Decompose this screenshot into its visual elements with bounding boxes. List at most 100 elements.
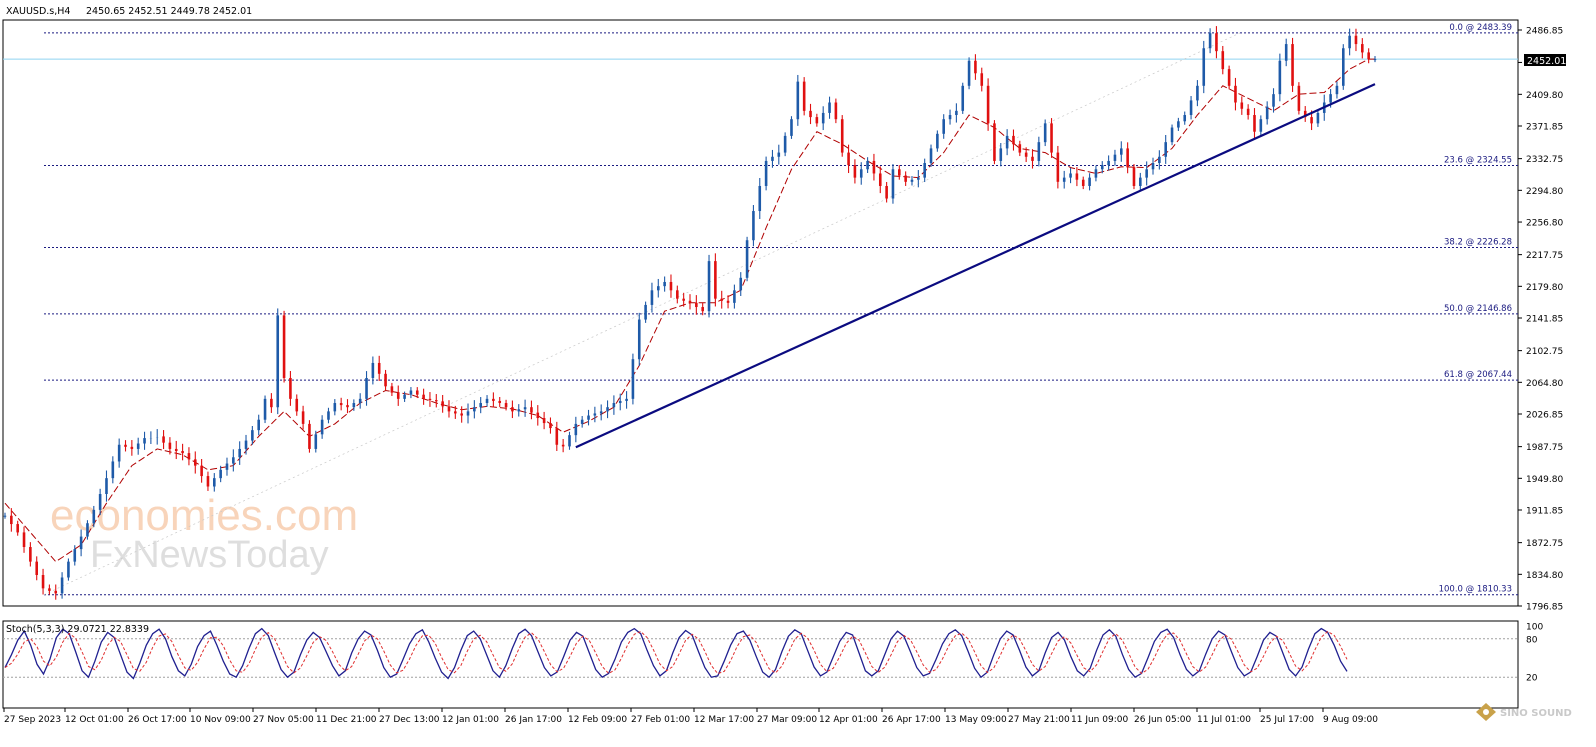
- time-tick-label: 26 Jan 17:00: [505, 715, 562, 725]
- fib-level-label: 0.0 @ 2483.39: [1449, 23, 1512, 33]
- price-tick-label: 2371.85: [1526, 123, 1563, 133]
- price-tick: 2486.85: [1518, 27, 1563, 37]
- price-tick-label: 2486.85: [1526, 27, 1563, 37]
- price-tick: 2102.75: [1518, 347, 1563, 357]
- time-tick: 10 Nov 09:00: [189, 708, 251, 725]
- watermark-economies: economies.com: [50, 491, 358, 540]
- time-tick: 26 Apr 17:00: [881, 708, 941, 725]
- time-axis: 27 Sep 2023 12 Oct 01:00 26 Oct 17:00 10 No…: [3, 708, 1378, 725]
- moving-average-layer: [4, 58, 1375, 563]
- time-tick-label: 11 Jul 01:00: [1197, 715, 1251, 725]
- sino-sound-logo: SINO SOUND: [1476, 703, 1572, 721]
- time-tick: 12 Feb 09:00: [567, 708, 627, 725]
- time-tick: 12 Mar 17:00: [693, 708, 754, 725]
- time-tick-label: 25 Jul 17:00: [1260, 715, 1314, 725]
- fib-level-label: 50.0 @ 2146.86: [1444, 304, 1512, 314]
- price-tick-label: 1796.85: [1526, 603, 1563, 613]
- price-tick-label: 2256.80: [1526, 219, 1563, 229]
- price-tick-label: 1911.85: [1526, 507, 1563, 517]
- time-tick-label: 27 Feb 01:00: [631, 715, 690, 725]
- price-tick: 1834.80: [1518, 571, 1563, 581]
- stochastic-tick-label: 80: [1526, 635, 1538, 645]
- fib-level-label: 23.6 @ 2324.55: [1444, 155, 1512, 165]
- time-tick: 12 Apr 01:00: [818, 708, 878, 725]
- time-tick: 27 Feb 01:00: [630, 708, 690, 725]
- price-tick-label: 2217.75: [1526, 251, 1563, 261]
- price-tag-box: [1524, 54, 1566, 66]
- time-tick: 11 Jun 09:00: [1070, 708, 1128, 725]
- fib-level-label: 38.2 @ 2226.28: [1444, 238, 1512, 248]
- price-tick-label: 2332.75: [1526, 155, 1563, 165]
- price-tick: 1911.85: [1518, 507, 1563, 517]
- time-tick: 25 Jul 17:00: [1259, 708, 1314, 725]
- time-tick-label: 9 Aug 09:00: [1323, 715, 1378, 725]
- fib-level: 0.0 @ 2483.39: [44, 23, 1518, 34]
- time-tick-label: 12 Mar 17:00: [694, 715, 754, 725]
- time-tick-label: 26 Apr 17:00: [882, 715, 941, 725]
- fib-level-label: 61.8 @ 2067.44: [1444, 370, 1512, 380]
- time-tick: 27 Dec 13:00: [378, 708, 440, 725]
- stochastic-layer: [4, 627, 1348, 680]
- price-tag: 2452.01: [1524, 54, 1566, 67]
- fib-level-label: 100.0 @ 1810.33: [1439, 585, 1512, 595]
- price-tick: 1796.85: [1518, 603, 1563, 613]
- time-tick: 27 May 21:00: [1007, 708, 1070, 725]
- support-trendline: [575, 83, 1376, 449]
- time-tick: 27 Sep 2023: [3, 708, 61, 725]
- time-tick-label: 27 Nov 05:00: [253, 715, 314, 725]
- price-tick-label: 2102.75: [1526, 347, 1563, 357]
- price-tick: 1872.75: [1518, 539, 1563, 549]
- time-tick: 9 Aug 09:00: [1322, 708, 1378, 725]
- time-tick-label: 12 Jan 01:00: [442, 715, 499, 725]
- time-tick-label: 12 Feb 09:00: [568, 715, 627, 725]
- candles-layer: [3, 26, 1377, 600]
- fib-level: 38.2 @ 2226.28: [44, 238, 1518, 249]
- time-tick-label: 11 Dec 21:00: [316, 715, 377, 725]
- price-tick-label: 1987.75: [1526, 443, 1563, 453]
- fib-diagonal-line: [43, 32, 1241, 596]
- stochastic-tick-label: 100: [1526, 623, 1543, 633]
- time-tick: 26 Jun 05:00: [1133, 708, 1191, 725]
- time-tick: 12 Jan 01:00: [441, 708, 499, 725]
- time-tick-label: 27 May 21:00: [1008, 715, 1070, 725]
- stochastic-border: [2, 620, 1519, 709]
- price-tick: 2294.80: [1518, 187, 1563, 197]
- moving-average-line: [4, 58, 1375, 563]
- time-tick: 11 Jul 01:00: [1196, 708, 1251, 725]
- fib-level: 100.0 @ 1810.33: [44, 585, 1518, 596]
- price-tick: 2371.85: [1518, 123, 1563, 133]
- price-tick-label: 2026.85: [1526, 411, 1563, 421]
- stoch-title: Stoch(5,3,3) 29.0721 22.8339: [6, 624, 149, 635]
- price-tick: 1949.80: [1518, 475, 1563, 485]
- main-chart-frame: [2, 19, 1519, 607]
- time-tick: 11 Dec 21:00: [315, 708, 377, 725]
- price-tick-label: 1872.75: [1526, 539, 1563, 549]
- time-tick-label: 26 Jun 05:00: [1134, 715, 1191, 725]
- logo-text: SINO SOUND: [1500, 708, 1572, 719]
- price-tick: 2141.85: [1518, 315, 1563, 325]
- time-tick-label: 27 Sep 2023: [4, 715, 61, 725]
- price-tick-label: 2064.80: [1526, 379, 1563, 389]
- price-tick: 2217.75: [1518, 251, 1563, 261]
- fib-level: 23.6 @ 2324.55: [44, 155, 1518, 166]
- price-tick: 2332.75: [1518, 155, 1563, 165]
- symbol-label: XAUUSD.s,H4: [6, 6, 70, 17]
- time-tick-label: 27 Mar 09:00: [757, 715, 817, 725]
- price-tick: 2179.80: [1518, 283, 1563, 293]
- price-axis: 2486.852448.002409.802371.852332.752294.…: [1518, 27, 1563, 613]
- time-tick-label: 12 Oct 01:00: [65, 715, 124, 725]
- fib-level: 61.8 @ 2067.44: [44, 370, 1518, 381]
- price-tag-value: 2452.01: [1527, 56, 1566, 67]
- stochastic-frame: 100 80 20: [2, 620, 1543, 709]
- price-tick-label: 2409.80: [1526, 91, 1563, 101]
- ohlc-label: 2450.65 2452.51 2449.78 2452.01: [86, 6, 252, 17]
- time-tick-label: 10 Nov 09:00: [190, 715, 251, 725]
- time-tick: 27 Nov 05:00: [252, 708, 314, 725]
- time-tick: 27 Mar 09:00: [756, 708, 817, 725]
- time-tick-label: 26 Oct 17:00: [128, 715, 187, 725]
- price-tick-label: 1949.80: [1526, 475, 1563, 485]
- stochastic-tick-label: 20: [1526, 674, 1538, 684]
- stochastic-d-line: [4, 630, 1348, 675]
